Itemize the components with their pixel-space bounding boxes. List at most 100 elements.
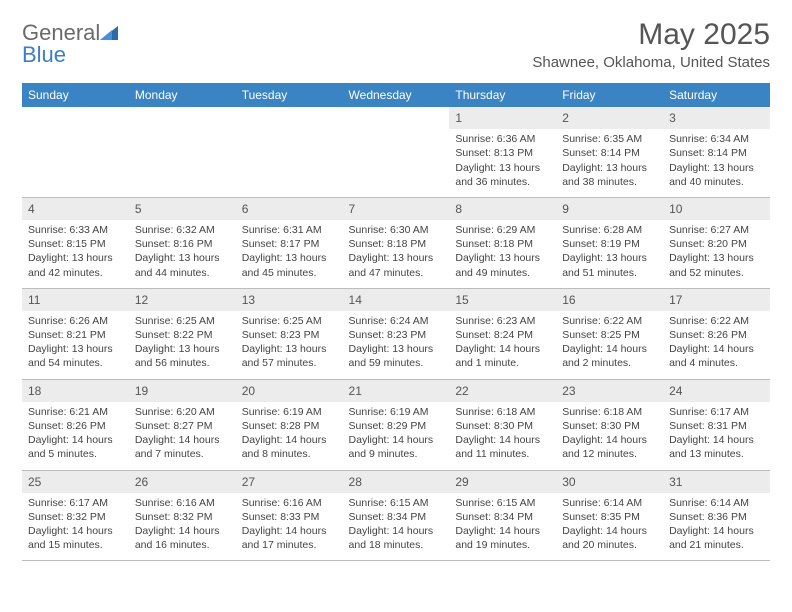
sunrise-text: Sunrise: 6:17 AM bbox=[669, 405, 764, 419]
day-number: 23 bbox=[556, 380, 663, 402]
sunrise-text: Sunrise: 6:15 AM bbox=[455, 496, 550, 510]
sunset-text: Sunset: 8:30 PM bbox=[562, 419, 657, 433]
daylight-text: Daylight: 13 hours and 56 minutes. bbox=[135, 342, 230, 370]
day-number: 15 bbox=[449, 289, 556, 311]
sunset-text: Sunset: 8:24 PM bbox=[455, 328, 550, 342]
day-body: Sunrise: 6:28 AMSunset: 8:19 PMDaylight:… bbox=[556, 220, 663, 288]
calendar-day-cell: 22Sunrise: 6:18 AMSunset: 8:30 PMDayligh… bbox=[449, 379, 556, 470]
sunrise-text: Sunrise: 6:23 AM bbox=[455, 314, 550, 328]
sunset-text: Sunset: 8:31 PM bbox=[669, 419, 764, 433]
sunrise-text: Sunrise: 6:19 AM bbox=[349, 405, 444, 419]
calendar-day-cell: 11Sunrise: 6:26 AMSunset: 8:21 PMDayligh… bbox=[22, 288, 129, 379]
day-body: Sunrise: 6:15 AMSunset: 8:34 PMDaylight:… bbox=[343, 493, 450, 561]
daylight-text: Daylight: 14 hours and 2 minutes. bbox=[562, 342, 657, 370]
sunset-text: Sunset: 8:29 PM bbox=[349, 419, 444, 433]
day-number: 21 bbox=[343, 380, 450, 402]
daylight-text: Daylight: 13 hours and 42 minutes. bbox=[28, 251, 123, 279]
daylight-text: Daylight: 14 hours and 13 minutes. bbox=[669, 433, 764, 461]
sunset-text: Sunset: 8:33 PM bbox=[242, 510, 337, 524]
calendar-day-cell: 4Sunrise: 6:33 AMSunset: 8:15 PMDaylight… bbox=[22, 197, 129, 288]
triangle-icon bbox=[100, 22, 118, 44]
day-body: Sunrise: 6:23 AMSunset: 8:24 PMDaylight:… bbox=[449, 311, 556, 379]
sunset-text: Sunset: 8:14 PM bbox=[562, 146, 657, 160]
day-number: 12 bbox=[129, 289, 236, 311]
day-number: 1 bbox=[449, 107, 556, 129]
day-number: 9 bbox=[556, 198, 663, 220]
sunset-text: Sunset: 8:26 PM bbox=[669, 328, 764, 342]
calendar-day-cell: 7Sunrise: 6:30 AMSunset: 8:18 PMDaylight… bbox=[343, 197, 450, 288]
daylight-text: Daylight: 14 hours and 1 minute. bbox=[455, 342, 550, 370]
day-body: Sunrise: 6:26 AMSunset: 8:21 PMDaylight:… bbox=[22, 311, 129, 379]
day-number: 24 bbox=[663, 380, 770, 402]
day-body: Sunrise: 6:36 AMSunset: 8:13 PMDaylight:… bbox=[449, 129, 556, 197]
day-number: 2 bbox=[556, 107, 663, 129]
day-body: Sunrise: 6:17 AMSunset: 8:31 PMDaylight:… bbox=[663, 402, 770, 470]
sunrise-text: Sunrise: 6:21 AM bbox=[28, 405, 123, 419]
sunrise-text: Sunrise: 6:18 AM bbox=[562, 405, 657, 419]
weekday-header: Tuesday bbox=[236, 83, 343, 107]
day-body: Sunrise: 6:15 AMSunset: 8:34 PMDaylight:… bbox=[449, 493, 556, 561]
daylight-text: Daylight: 13 hours and 36 minutes. bbox=[455, 161, 550, 189]
sunrise-text: Sunrise: 6:30 AM bbox=[349, 223, 444, 237]
calendar-day-cell: 3Sunrise: 6:34 AMSunset: 8:14 PMDaylight… bbox=[663, 107, 770, 197]
sunset-text: Sunset: 8:23 PM bbox=[242, 328, 337, 342]
calendar-day-cell: 2Sunrise: 6:35 AMSunset: 8:14 PMDaylight… bbox=[556, 107, 663, 197]
sunrise-text: Sunrise: 6:36 AM bbox=[455, 132, 550, 146]
daylight-text: Daylight: 14 hours and 19 minutes. bbox=[455, 524, 550, 552]
sunset-text: Sunset: 8:26 PM bbox=[28, 419, 123, 433]
calendar-day-cell: 29Sunrise: 6:15 AMSunset: 8:34 PMDayligh… bbox=[449, 470, 556, 561]
day-body: Sunrise: 6:16 AMSunset: 8:33 PMDaylight:… bbox=[236, 493, 343, 561]
daylight-text: Daylight: 13 hours and 44 minutes. bbox=[135, 251, 230, 279]
calendar-day-cell: 9Sunrise: 6:28 AMSunset: 8:19 PMDaylight… bbox=[556, 197, 663, 288]
day-number: 17 bbox=[663, 289, 770, 311]
daylight-text: Daylight: 14 hours and 17 minutes. bbox=[242, 524, 337, 552]
calendar-week-row: 11Sunrise: 6:26 AMSunset: 8:21 PMDayligh… bbox=[22, 288, 770, 379]
calendar-table: SundayMondayTuesdayWednesdayThursdayFrid… bbox=[22, 83, 770, 561]
sunset-text: Sunset: 8:15 PM bbox=[28, 237, 123, 251]
day-number: 20 bbox=[236, 380, 343, 402]
sunrise-text: Sunrise: 6:31 AM bbox=[242, 223, 337, 237]
day-body: Sunrise: 6:21 AMSunset: 8:26 PMDaylight:… bbox=[22, 402, 129, 470]
day-number: 30 bbox=[556, 471, 663, 493]
sunset-text: Sunset: 8:19 PM bbox=[562, 237, 657, 251]
daylight-text: Daylight: 13 hours and 47 minutes. bbox=[349, 251, 444, 279]
calendar-day-cell: 14Sunrise: 6:24 AMSunset: 8:23 PMDayligh… bbox=[343, 288, 450, 379]
sunset-text: Sunset: 8:14 PM bbox=[669, 146, 764, 160]
sunrise-text: Sunrise: 6:17 AM bbox=[28, 496, 123, 510]
weekday-header: Monday bbox=[129, 83, 236, 107]
calendar-day-cell: 27Sunrise: 6:16 AMSunset: 8:33 PMDayligh… bbox=[236, 470, 343, 561]
daylight-text: Daylight: 14 hours and 15 minutes. bbox=[28, 524, 123, 552]
sunrise-text: Sunrise: 6:14 AM bbox=[562, 496, 657, 510]
sunrise-text: Sunrise: 6:33 AM bbox=[28, 223, 123, 237]
calendar-page: General Blue May 2025 Shawnee, Oklahoma,… bbox=[0, 0, 792, 579]
sunrise-text: Sunrise: 6:24 AM bbox=[349, 314, 444, 328]
day-number: 5 bbox=[129, 198, 236, 220]
sunset-text: Sunset: 8:18 PM bbox=[455, 237, 550, 251]
sunset-text: Sunset: 8:30 PM bbox=[455, 419, 550, 433]
calendar-day-cell bbox=[129, 107, 236, 197]
sunrise-text: Sunrise: 6:28 AM bbox=[562, 223, 657, 237]
sunset-text: Sunset: 8:23 PM bbox=[349, 328, 444, 342]
day-number: 14 bbox=[343, 289, 450, 311]
sunrise-text: Sunrise: 6:18 AM bbox=[455, 405, 550, 419]
daylight-text: Daylight: 14 hours and 8 minutes. bbox=[242, 433, 337, 461]
daylight-text: Daylight: 13 hours and 38 minutes. bbox=[562, 161, 657, 189]
weekday-header: Saturday bbox=[663, 83, 770, 107]
daylight-text: Daylight: 14 hours and 11 minutes. bbox=[455, 433, 550, 461]
weekday-header: Friday bbox=[556, 83, 663, 107]
sunset-text: Sunset: 8:32 PM bbox=[28, 510, 123, 524]
calendar-day-cell: 18Sunrise: 6:21 AMSunset: 8:26 PMDayligh… bbox=[22, 379, 129, 470]
day-body: Sunrise: 6:24 AMSunset: 8:23 PMDaylight:… bbox=[343, 311, 450, 379]
calendar-head: SundayMondayTuesdayWednesdayThursdayFrid… bbox=[22, 83, 770, 107]
day-body: Sunrise: 6:30 AMSunset: 8:18 PMDaylight:… bbox=[343, 220, 450, 288]
day-body: Sunrise: 6:18 AMSunset: 8:30 PMDaylight:… bbox=[556, 402, 663, 470]
day-body: Sunrise: 6:33 AMSunset: 8:15 PMDaylight:… bbox=[22, 220, 129, 288]
sunrise-text: Sunrise: 6:22 AM bbox=[669, 314, 764, 328]
weekday-header: Sunday bbox=[22, 83, 129, 107]
calendar-week-row: 4Sunrise: 6:33 AMSunset: 8:15 PMDaylight… bbox=[22, 197, 770, 288]
month-title: May 2025 bbox=[532, 18, 770, 52]
calendar-day-cell: 15Sunrise: 6:23 AMSunset: 8:24 PMDayligh… bbox=[449, 288, 556, 379]
calendar-day-cell: 17Sunrise: 6:22 AMSunset: 8:26 PMDayligh… bbox=[663, 288, 770, 379]
calendar-day-cell: 19Sunrise: 6:20 AMSunset: 8:27 PMDayligh… bbox=[129, 379, 236, 470]
sunset-text: Sunset: 8:21 PM bbox=[28, 328, 123, 342]
